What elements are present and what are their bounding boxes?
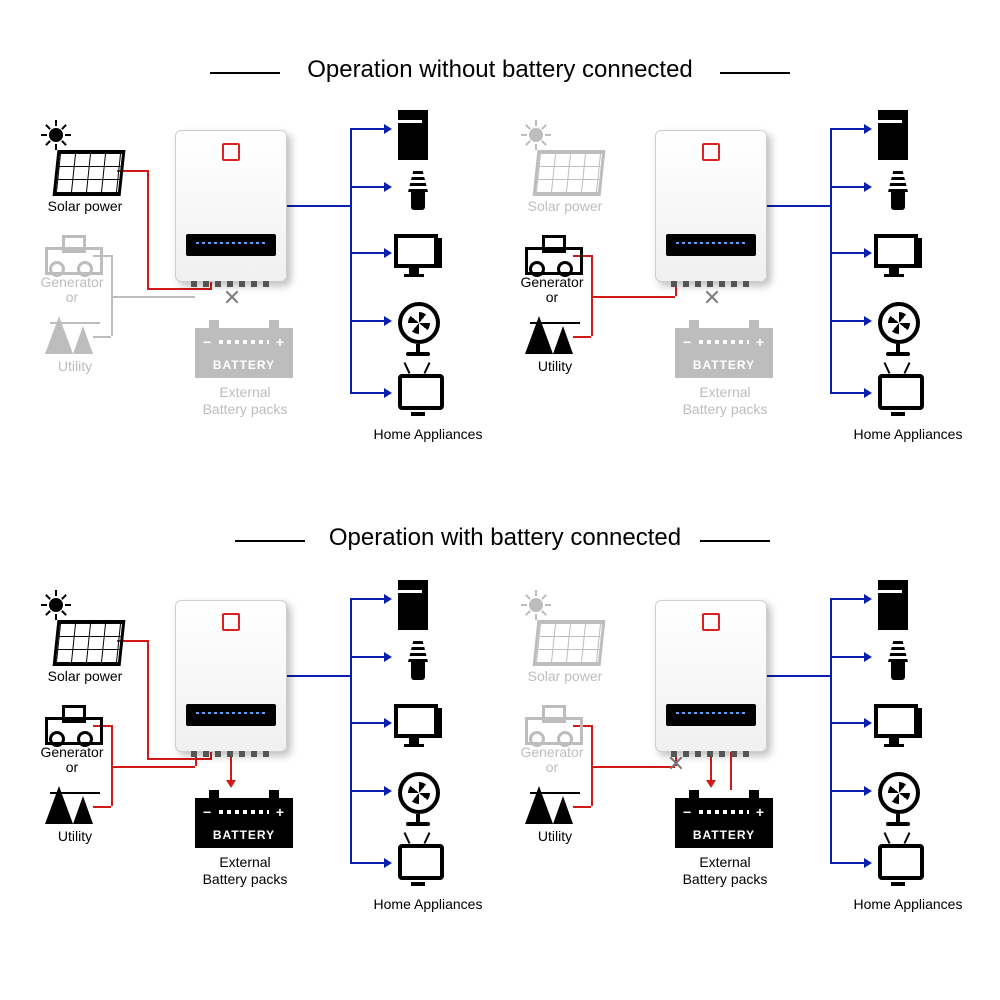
inverter-icon (655, 600, 767, 752)
solar-panel-icon (55, 620, 117, 660)
utility-label: Utility (35, 828, 115, 844)
disconnect-x-icon (669, 756, 683, 770)
diagram-quadrant: Solar power Generator or Utility − + BAT… (500, 560, 980, 980)
solar-panel-icon (535, 150, 597, 190)
tv-icon (398, 374, 438, 414)
appliances-label: Home Appliances (848, 426, 968, 442)
diagram-quadrant: Solar power Generator or Utility − + BAT… (20, 560, 500, 980)
fridge-icon (878, 580, 918, 620)
battery-icon: − + BATTERY (675, 790, 773, 848)
solar-label: Solar power (35, 668, 135, 684)
computer-icon (394, 704, 434, 744)
utility-label: Utility (515, 828, 595, 844)
utility-icon (45, 786, 105, 824)
bulb-icon (878, 638, 918, 678)
computer-icon (874, 704, 914, 744)
computer-icon (394, 234, 434, 274)
appliances-label: Home Appliances (848, 896, 968, 912)
section-title-without: Operation without battery connected (300, 56, 700, 84)
disconnect-x-icon (705, 290, 719, 304)
appliances-label: Home Appliances (368, 896, 488, 912)
battery-label: External Battery packs (190, 384, 300, 418)
title-line (235, 540, 305, 542)
generator-label: Generator or (27, 745, 117, 776)
title-line (210, 72, 280, 74)
solar-panel-icon (535, 620, 597, 660)
appliances-label: Home Appliances (368, 426, 488, 442)
generator-label: Generator or (507, 275, 597, 306)
inverter-icon (175, 130, 287, 282)
generator-icon (525, 235, 577, 269)
title-line (700, 540, 770, 542)
generator-icon (525, 705, 577, 739)
battery-label: External Battery packs (190, 854, 300, 888)
utility-icon (525, 786, 585, 824)
solar-label: Solar power (515, 198, 615, 214)
tv-icon (398, 844, 438, 884)
solar-panel-icon (55, 150, 117, 190)
fan-icon (878, 302, 918, 342)
diagram-quadrant: Solar power Generator or Utility − + BAT… (20, 90, 500, 510)
utility-icon (45, 316, 105, 354)
bulb-icon (878, 168, 918, 208)
generator-icon (45, 705, 97, 739)
tv-icon (878, 844, 918, 884)
tv-icon (878, 374, 918, 414)
fan-icon (398, 302, 438, 342)
battery-label: External Battery packs (670, 854, 780, 888)
battery-icon: − + BATTERY (195, 320, 293, 378)
utility-icon (525, 316, 585, 354)
generator-icon (45, 235, 97, 269)
generator-label: Generator or (507, 745, 597, 776)
bulb-icon (398, 168, 438, 208)
inverter-icon (655, 130, 767, 282)
fridge-icon (398, 580, 438, 620)
inverter-icon (175, 600, 287, 752)
disconnect-x-icon (225, 290, 239, 304)
battery-icon: − + BATTERY (675, 320, 773, 378)
utility-label: Utility (35, 358, 115, 374)
section-title-with: Operation with battery connected (320, 524, 690, 552)
diagram-quadrant: Solar power Generator or Utility − + BAT… (500, 90, 980, 510)
fan-icon (398, 772, 438, 812)
solar-label: Solar power (515, 668, 615, 684)
utility-label: Utility (515, 358, 595, 374)
generator-label: Generator or (27, 275, 117, 306)
computer-icon (874, 234, 914, 274)
battery-label: External Battery packs (670, 384, 780, 418)
fridge-icon (398, 110, 438, 150)
bulb-icon (398, 638, 438, 678)
solar-label: Solar power (35, 198, 135, 214)
title-line (720, 72, 790, 74)
fan-icon (878, 772, 918, 812)
fridge-icon (878, 110, 918, 150)
battery-icon: − + BATTERY (195, 790, 293, 848)
